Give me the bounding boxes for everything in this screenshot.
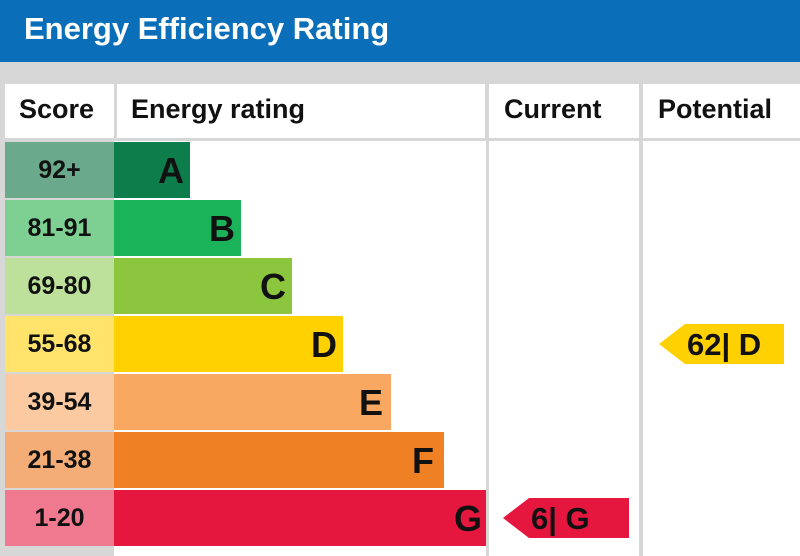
score-cell-c: 69-80 bbox=[5, 258, 114, 314]
score-cell-f: 21-38 bbox=[5, 432, 114, 488]
current-header: Current bbox=[504, 94, 602, 124]
score-cell-g: 1-20 bbox=[5, 490, 114, 546]
potential-rating-arrow bbox=[659, 324, 784, 364]
band-bar-b bbox=[114, 200, 241, 256]
header-bar: Energy Efficiency Rating bbox=[0, 0, 800, 62]
band-letter-b: B bbox=[209, 208, 235, 249]
rating-header: Energy rating bbox=[131, 94, 306, 124]
band-bar-g bbox=[114, 490, 486, 546]
band-bar-f bbox=[114, 432, 444, 488]
page-title: Energy Efficiency Rating bbox=[24, 11, 390, 46]
rating-header-cell bbox=[117, 84, 485, 138]
band-letter-c: C bbox=[260, 266, 286, 307]
band-letter-g: G bbox=[454, 498, 483, 539]
band-letter-d: D bbox=[311, 324, 337, 365]
band-letter-e: E bbox=[359, 382, 384, 423]
potential-header: Potential bbox=[658, 94, 773, 124]
score-cell-a: 92+ bbox=[5, 142, 114, 198]
current-column bbox=[489, 141, 639, 556]
potential-header-cell bbox=[643, 84, 800, 138]
score-cell-e: 39-54 bbox=[5, 374, 114, 430]
band-bar-d bbox=[114, 316, 343, 372]
current-header-cell bbox=[489, 84, 639, 138]
band-bar-e bbox=[114, 374, 391, 430]
band-letter-a: A bbox=[158, 150, 184, 191]
score-cell-d: 55-68 bbox=[5, 316, 114, 372]
band-bar-a bbox=[114, 142, 190, 198]
score-header-cell bbox=[5, 84, 114, 138]
potential-rating-label: 62| D bbox=[687, 327, 761, 362]
band-letter-f: F bbox=[412, 440, 434, 481]
score-cell-b: 81-91 bbox=[5, 200, 114, 256]
score-header: Score bbox=[19, 94, 95, 124]
current-rating-arrow bbox=[503, 498, 629, 538]
current-rating-label: 6| G bbox=[531, 501, 590, 536]
band-bar-c bbox=[114, 258, 292, 314]
